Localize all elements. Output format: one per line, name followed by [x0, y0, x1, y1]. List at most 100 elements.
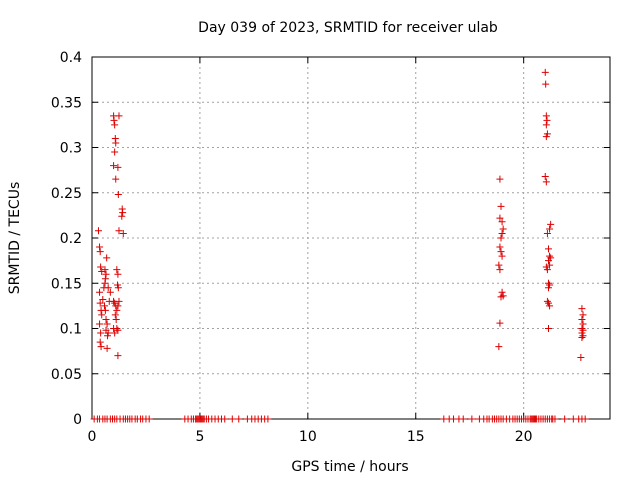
data-point [544, 284, 552, 292]
data-point [498, 252, 506, 260]
data-point [579, 332, 587, 340]
data-point [103, 344, 111, 352]
data-point [103, 254, 111, 262]
data-point [96, 248, 104, 256]
chart-title: Day 039 of 2023, SRMTID for receiver ula… [198, 20, 498, 36]
data-point [496, 214, 504, 222]
data-point [497, 293, 505, 301]
grid-lines [92, 57, 610, 419]
y-axis-label: SRMTID / TECUs [7, 182, 23, 295]
data-point [96, 338, 104, 346]
x-tick-label: 5 [195, 429, 204, 445]
data-point [119, 209, 127, 217]
y-tick-label: 0.4 [60, 50, 82, 66]
data-point [101, 302, 109, 310]
data-point [541, 68, 549, 76]
data-point [102, 270, 110, 278]
data-point [112, 315, 120, 323]
data-point [104, 284, 112, 292]
zero-point [264, 415, 272, 423]
data-point [115, 297, 123, 305]
data-point [103, 320, 111, 328]
data-point [101, 275, 109, 283]
x-tick-label: 20 [515, 429, 533, 445]
data-point [546, 225, 554, 233]
y-tick-label: 0.25 [51, 186, 82, 202]
zero-point [551, 415, 559, 423]
data-point [497, 234, 505, 242]
data-point [498, 218, 506, 226]
data-point [577, 353, 585, 361]
y-tick-label: 0 [73, 412, 82, 428]
data-point [115, 227, 123, 235]
y-tick-label: 0.35 [51, 95, 82, 111]
zero-point [235, 415, 243, 423]
data-points [90, 68, 589, 423]
y-tick-label: 0.1 [60, 322, 82, 338]
zero-point [145, 415, 153, 423]
zero-point [468, 415, 476, 423]
x-axis: 0 5 10 15 20 [88, 57, 533, 445]
data-point [579, 320, 587, 328]
data-point [546, 302, 554, 310]
data-point [546, 252, 554, 260]
data-point [110, 162, 118, 170]
zero-point [221, 415, 229, 423]
data-point [113, 266, 121, 274]
data-point [546, 261, 554, 269]
data-point [542, 80, 550, 88]
data-point [495, 261, 503, 269]
data-point [114, 302, 122, 310]
data-point [495, 343, 503, 351]
y-tick-label: 0.15 [51, 276, 82, 292]
data-point [497, 202, 505, 210]
data-point [496, 266, 504, 274]
data-point [101, 266, 109, 274]
data-point [499, 225, 507, 233]
data-point [118, 212, 126, 220]
data-point [106, 288, 114, 296]
data-point [542, 178, 550, 186]
data-point [543, 116, 551, 124]
zero-point [581, 415, 589, 423]
zero-point [228, 415, 236, 423]
data-point [498, 288, 506, 296]
data-point [498, 229, 506, 237]
data-point [112, 175, 120, 183]
data-point [96, 288, 104, 296]
data-point [579, 311, 587, 319]
x-tick-label: 10 [299, 429, 317, 445]
data-point [542, 133, 550, 141]
data-point [97, 343, 105, 351]
data-point [541, 172, 549, 180]
data-point [578, 334, 586, 342]
data-point [543, 229, 551, 237]
data-point [101, 306, 109, 314]
data-point [114, 284, 122, 292]
data-point [94, 227, 102, 235]
data-point [497, 248, 505, 256]
data-point [544, 245, 552, 253]
data-point [111, 311, 119, 319]
data-point [542, 112, 550, 120]
data-point [542, 121, 550, 129]
y-axis: 0 0.05 0.1 0.15 0.2 0.25 0.3 0.35 0.4 [51, 50, 610, 428]
x-tick-label: 0 [88, 429, 97, 445]
x-axis-label: GPS time / hours [291, 459, 408, 475]
data-point [578, 305, 586, 313]
data-point [496, 243, 504, 251]
data-point [99, 296, 107, 304]
zero-point [459, 415, 467, 423]
data-point [97, 329, 105, 337]
data-point [114, 326, 122, 334]
data-point [544, 257, 552, 265]
data-point [496, 319, 504, 327]
data-point [96, 299, 104, 307]
x-tick-label: 15 [407, 429, 425, 445]
y-tick-label: 0.3 [60, 141, 82, 157]
data-point [115, 112, 123, 120]
data-point [543, 266, 551, 274]
zero-point [561, 415, 569, 423]
data-point [97, 263, 105, 271]
